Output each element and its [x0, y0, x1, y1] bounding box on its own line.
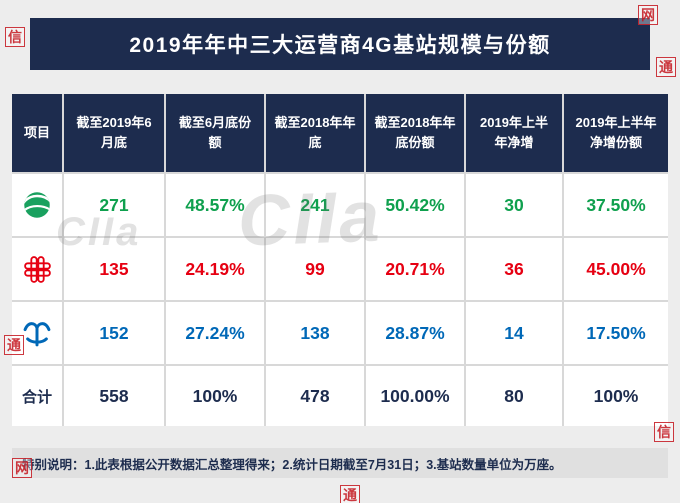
header-cell-jun-share: 截至6月底份额	[166, 94, 264, 172]
value-cell: 271	[64, 174, 164, 236]
value-cell: 20.71%	[366, 238, 464, 300]
value-cell: 14	[466, 302, 562, 364]
value-cell: 30	[466, 174, 562, 236]
header-cell-2019-jun: 截至2019年6月底	[64, 94, 164, 172]
operator-logo-cell	[12, 174, 62, 236]
value-cell: 28.87%	[366, 302, 464, 364]
value-cell: 17.50%	[564, 302, 668, 364]
watermark-char: 网	[638, 5, 658, 25]
value-cell: 27.24%	[166, 302, 264, 364]
watermark-char: 通	[340, 485, 360, 503]
china-unicom-logo-icon	[23, 255, 51, 283]
value-cell: 45.00%	[564, 238, 668, 300]
header-cell-2018-share: 截至2018年年底份额	[366, 94, 464, 172]
value-cell: 478	[266, 366, 364, 426]
value-cell: 50.42%	[366, 174, 464, 236]
value-cell: 138	[266, 302, 364, 364]
operators-table: 项目 截至2019年6月底 截至6月底份额 截至2018年年底 截至2018年年…	[12, 94, 668, 426]
value-cell: 135	[64, 238, 164, 300]
total-label-cell: 合计	[12, 366, 62, 426]
watermark-char: 信	[5, 27, 25, 47]
watermark-char: 网	[12, 458, 32, 478]
value-cell: 48.57%	[166, 174, 264, 236]
operator-logo-cell	[12, 302, 62, 364]
watermark-char: 通	[656, 57, 676, 77]
page-title: 2019年年中三大运营商4G基站规模与份额	[30, 18, 650, 70]
value-cell: 24.19%	[166, 238, 264, 300]
value-cell: 36	[466, 238, 562, 300]
value-cell: 100%	[166, 366, 264, 426]
value-cell: 80	[466, 366, 562, 426]
value-cell: 241	[266, 174, 364, 236]
value-cell: 37.50%	[564, 174, 668, 236]
header-cell-h1-net-share: 2019年上半年净增份额	[564, 94, 668, 172]
watermark-char: 信	[654, 422, 674, 442]
value-cell: 152	[64, 302, 164, 364]
value-cell: 558	[64, 366, 164, 426]
footnote: 特别说明：1.此表根据公开数据汇总整理得来；2.统计日期截至7月31日；3.基站…	[12, 448, 668, 478]
header-cell-2018-end: 截至2018年年底	[266, 94, 364, 172]
header-cell-project: 项目	[12, 94, 62, 172]
value-cell: 100%	[564, 366, 668, 426]
china-telecom-logo-icon	[23, 322, 51, 347]
watermark-char: 通	[4, 335, 24, 355]
value-cell: 100.00%	[366, 366, 464, 426]
header-cell-h1-net: 2019年上半年净增	[466, 94, 562, 172]
operator-logo-cell	[12, 238, 62, 300]
china-mobile-logo-icon	[24, 192, 50, 218]
value-cell: 99	[266, 238, 364, 300]
